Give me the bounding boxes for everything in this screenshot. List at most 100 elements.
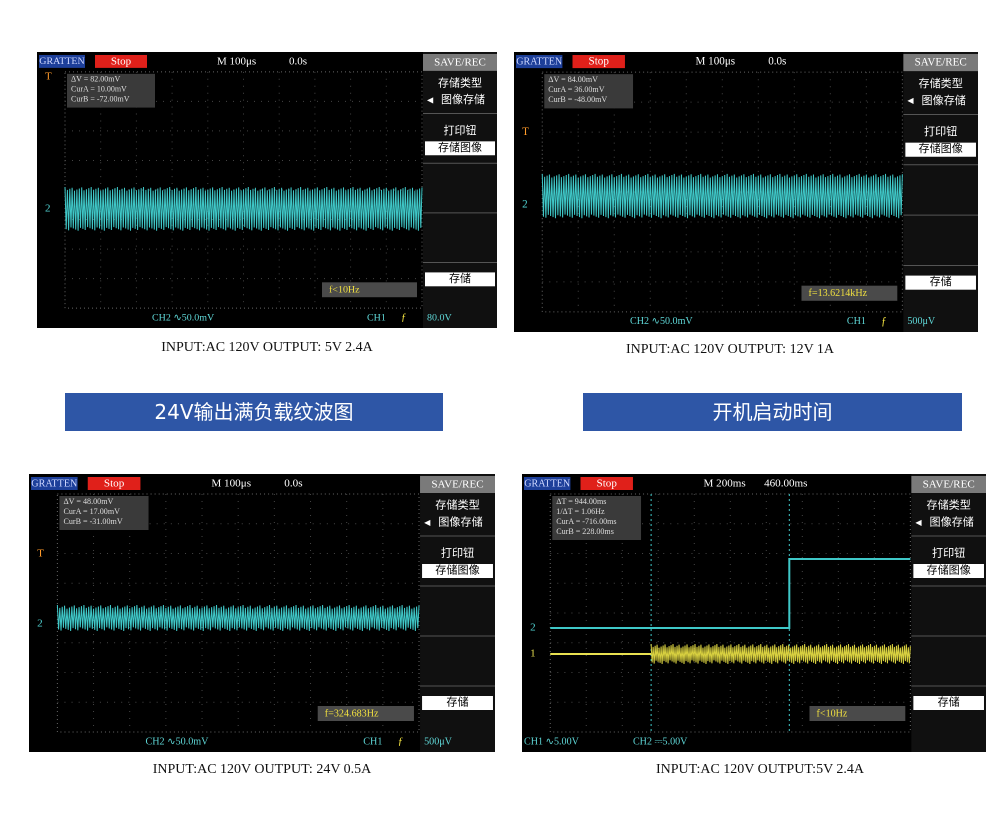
menu-item: 图像存储 xyxy=(441,92,485,106)
graticule xyxy=(549,493,911,733)
menu-item-bg xyxy=(905,275,976,290)
status-bg xyxy=(95,54,147,68)
frequency-bg xyxy=(801,285,898,301)
channel-marker: T xyxy=(45,70,52,82)
channel-marker: 2 xyxy=(37,618,43,630)
brand: GRATTEN xyxy=(39,56,85,67)
channel-info: CH2 ∿50.0mV xyxy=(630,316,693,327)
waveform xyxy=(64,187,423,231)
channel-marker: 1 xyxy=(530,648,536,660)
status-bg xyxy=(572,55,625,69)
oscilloscope: GRATTEN Stop M 100μs 0.0s ΔV = 84.00mV CurA =… xyxy=(514,52,978,332)
readout: ΔT = 944.00ms xyxy=(556,497,606,506)
readout: CurA = -716.00ms xyxy=(556,517,616,526)
menu-item-bg xyxy=(425,141,495,156)
menu-title-bg xyxy=(423,53,497,71)
menu-title: SAVE/REC xyxy=(923,479,975,491)
waveform xyxy=(650,643,911,665)
menu-title-bg xyxy=(903,54,978,72)
readout: ΔV = 82.00mV xyxy=(71,75,121,84)
readout: CurB = -72.00mV xyxy=(71,95,130,104)
menu-item-bg xyxy=(425,272,495,287)
status: Stop xyxy=(111,55,132,67)
menu-item: 打印钮 xyxy=(444,123,477,137)
status-bg xyxy=(87,477,141,490)
logo-bg xyxy=(31,477,78,490)
channel-marker: 2 xyxy=(45,202,51,214)
menu-title: SAVE/REC xyxy=(915,57,967,69)
banner: 开机启动时间 xyxy=(583,393,962,431)
readout: CurB = -48.00mV xyxy=(548,95,607,104)
trigger-time: 0.0s xyxy=(768,56,786,68)
readout-bg xyxy=(59,496,149,530)
channel-info: CH2 ⎓5.00V xyxy=(633,736,688,747)
menu-item: 打印钮 xyxy=(441,546,474,560)
menu-arrow: ◀ xyxy=(427,95,434,104)
menu-item: 存储类型 xyxy=(435,498,480,512)
menu-item: 存储图像 xyxy=(927,563,971,577)
frequency-bg xyxy=(317,706,414,721)
readout: ΔV = 84.00mV xyxy=(548,75,598,84)
frequency-bg xyxy=(322,282,417,298)
menu-item: 存储 xyxy=(449,271,471,285)
menu-item-bg xyxy=(905,142,976,157)
caption: INPUT:AC 120V OUTPUT:5V 2.4A xyxy=(655,762,865,777)
caption: INPUT:AC 120V OUTPUT: 12V 1A xyxy=(625,342,835,357)
logo-bg xyxy=(524,477,571,490)
menu-item-bg xyxy=(913,564,984,578)
caption: INPUT:AC 120V OUTPUT: 5V 2.4A xyxy=(161,340,373,355)
menu-title: SAVE/REC xyxy=(434,56,486,68)
readout: CurA = 36.00mV xyxy=(548,85,604,94)
trigger-icon: ƒ xyxy=(401,312,407,324)
trigger-icon: ƒ xyxy=(881,315,887,327)
menu-item: 存储类型 xyxy=(438,75,482,89)
timebase: M 200ms xyxy=(704,478,746,490)
readout-bg xyxy=(67,73,155,108)
brand: GRATTEN xyxy=(31,478,78,489)
menu-item: 存储图像 xyxy=(438,140,482,154)
channel-info: 500μV xyxy=(424,736,453,747)
status: Stop xyxy=(104,478,125,490)
waveform xyxy=(56,604,420,632)
menu-title-bg xyxy=(911,476,986,493)
trigger-time: 0.0s xyxy=(289,55,307,67)
channel-marker: T xyxy=(522,126,529,138)
status: Stop xyxy=(589,56,610,68)
waveform xyxy=(550,558,911,629)
channel-marker: T xyxy=(37,548,44,560)
frequency: f=13.6214kHz xyxy=(809,288,868,299)
channel-info: CH2 ∿50.0mV xyxy=(146,736,210,747)
channel-marker: 2 xyxy=(522,199,528,211)
readout: CurA = 10.00mV xyxy=(71,85,127,94)
channel-info: CH1 xyxy=(363,736,382,747)
readout: CurB = 228.00ms xyxy=(556,527,614,536)
menu-item: 存储图像 xyxy=(435,563,480,577)
brand: GRATTEN xyxy=(516,56,563,67)
channel-marker: 2 xyxy=(530,622,536,634)
menu-title-bg xyxy=(420,476,495,493)
timebase: M 100μs xyxy=(696,56,736,68)
frequency: f<10Hz xyxy=(817,708,848,719)
oscilloscope: GRATTEN Stop M 200ms 460.00ms ΔT = 944.00ms 1… xyxy=(522,474,986,752)
menu-arrow: ◀ xyxy=(424,518,431,527)
menu-item-bg xyxy=(422,564,493,578)
trigger-icon: ƒ xyxy=(398,736,404,748)
logo-bg xyxy=(39,54,85,68)
readout: 1/ΔT = 1.06Hz xyxy=(556,507,605,516)
oscilloscope: GRATTEN Stop M 100μs 0.0s ΔV = 82.00mV CurA =… xyxy=(37,52,497,328)
trigger-time: 0.0s xyxy=(284,478,302,490)
menu-item: 图像存储 xyxy=(922,93,966,107)
graticule xyxy=(541,71,903,313)
trigger-time: 460.00ms xyxy=(764,478,807,490)
menu-item: 打印钮 xyxy=(932,546,965,560)
menu-title: SAVE/REC xyxy=(431,479,483,491)
menu-item-bg xyxy=(422,696,493,710)
timebase: M 100μs xyxy=(217,55,256,67)
menu-item: 打印钮 xyxy=(924,124,957,138)
status: Stop xyxy=(597,478,618,490)
readout: ΔV = 48.00mV xyxy=(63,497,113,506)
